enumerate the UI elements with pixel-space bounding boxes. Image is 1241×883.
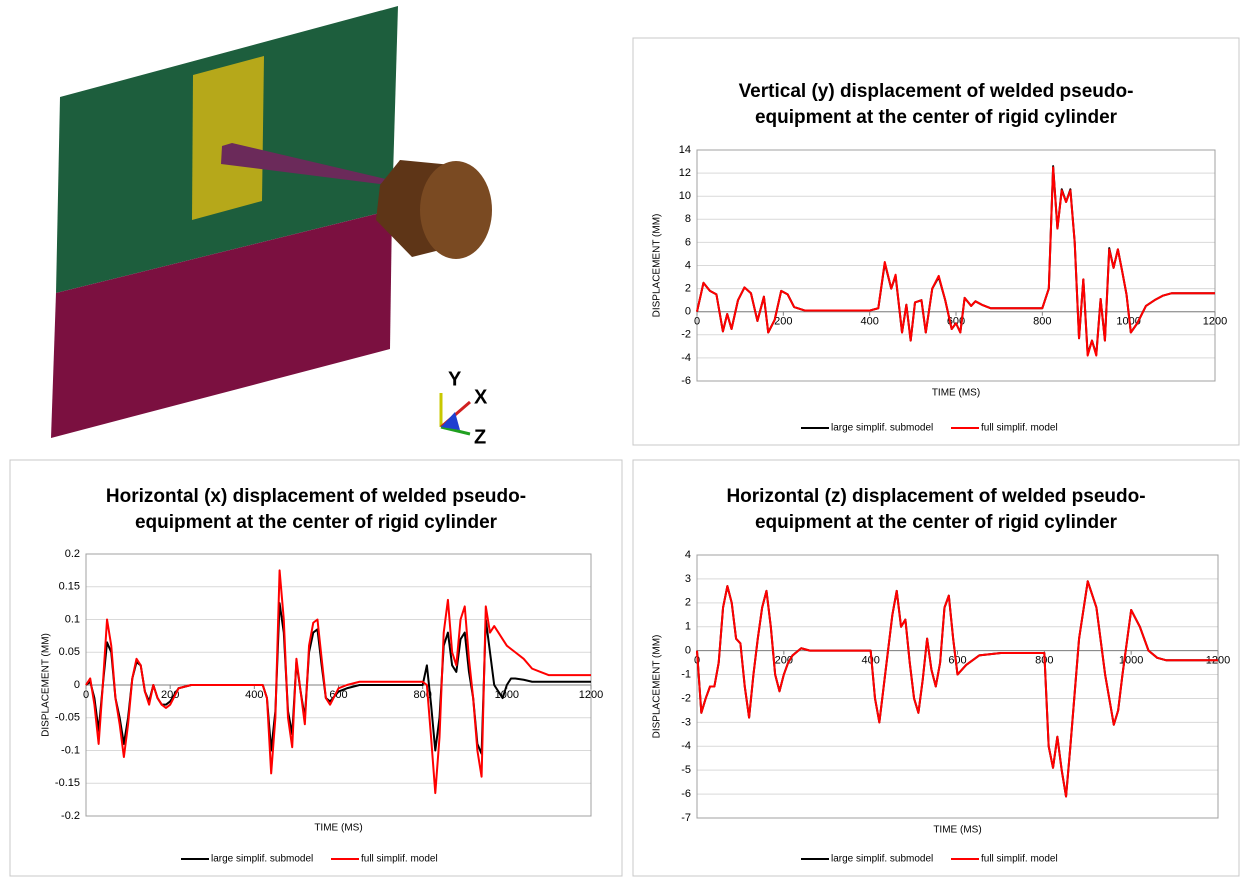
- y-tick-label: -7: [681, 812, 691, 824]
- x-axis-title: TIME (MS): [932, 388, 980, 399]
- y-axis-title: DISPLACEMENT (MM): [652, 214, 663, 318]
- y-tick-label: -6: [681, 375, 691, 387]
- y-tick-label: -2: [681, 329, 691, 341]
- legend-label: full simplif. model: [981, 854, 1058, 865]
- axis-label: Y: [448, 368, 462, 390]
- y-tick-label: 0: [685, 645, 691, 657]
- legend-label: large simplif. submodel: [831, 423, 933, 434]
- chart-title: equipment at the center of rigid cylinde…: [755, 107, 1118, 128]
- chart-title: Vertical (y) displacement of welded pseu…: [739, 81, 1134, 102]
- x-tick-label: 600: [948, 655, 966, 667]
- figure: Y X Z Vertical (y) displacement of welde…: [0, 0, 1241, 878]
- y-tick-label: 0.1: [65, 613, 80, 625]
- y-tick-label: -4: [681, 352, 691, 364]
- chart-title: Horizontal (z) displacement of welded ps…: [726, 486, 1145, 507]
- legend-label: full simplif. model: [981, 423, 1058, 434]
- chart-title: equipment at the center of rigid cylinde…: [755, 512, 1118, 533]
- chart-title: equipment at the center of rigid cylinde…: [135, 512, 498, 533]
- y-tick-label: 1: [685, 621, 691, 633]
- x-axis-title: TIME (MS): [314, 823, 362, 834]
- y-axis-title: DISPLACEMENT (MM): [652, 635, 663, 739]
- page: Y X Z Vertical (y) displacement of welde…: [0, 0, 1241, 883]
- y-tick-label: 8: [685, 213, 691, 225]
- y-tick-label: -0.15: [55, 777, 80, 789]
- y-tick-label: 10: [679, 190, 691, 202]
- y-tick-label: 12: [679, 167, 691, 179]
- axis-label: Z: [474, 426, 486, 448]
- x-tick-label: 400: [860, 316, 878, 328]
- y-tick-label: -5: [681, 764, 691, 776]
- y-tick-label: 4: [685, 259, 691, 271]
- y-tick-label: -0.2: [61, 810, 80, 822]
- y-tick-label: 0.15: [59, 581, 80, 593]
- y-tick-label: 3: [685, 573, 691, 585]
- y-tick-label: 2: [685, 597, 691, 609]
- y-tick-label: -4: [681, 740, 691, 752]
- y-tick-label: 0.2: [65, 548, 80, 560]
- legend-label: large simplif. submodel: [211, 854, 313, 865]
- y-tick-label: -6: [681, 788, 691, 800]
- x-tick-label: 0: [694, 316, 700, 328]
- legend-label: full simplif. model: [361, 854, 438, 865]
- x-axis-title: TIME (MS): [933, 825, 981, 836]
- x-tick-label: 1200: [1203, 316, 1227, 328]
- axis-label: X: [474, 386, 488, 408]
- x-tick-label: 400: [245, 689, 263, 701]
- y-tick-label: -2: [681, 692, 691, 704]
- y-tick-label: 0: [685, 306, 691, 318]
- y-tick-label: 6: [685, 236, 691, 248]
- model-render: Y X Z: [51, 6, 492, 448]
- x-tick-label: 1200: [579, 689, 603, 701]
- y-tick-label: -1: [681, 668, 691, 680]
- y-tick-label: 0: [74, 679, 80, 691]
- cylinder-face: [420, 161, 492, 259]
- x-tick-label: 1000: [1119, 655, 1143, 667]
- y-tick-label: 14: [679, 144, 691, 156]
- legend-label: large simplif. submodel: [831, 854, 933, 865]
- y-tick-label: -0.05: [55, 712, 80, 724]
- y-tick-label: 2: [685, 283, 691, 295]
- x-tick-label: 200: [774, 316, 792, 328]
- weld-patch: [192, 56, 264, 220]
- y-tick-label: -0.1: [61, 744, 80, 756]
- y-tick-label: 0.05: [59, 646, 80, 658]
- chart-title: Horizontal (x) displacement of welded ps…: [106, 486, 526, 507]
- y-axis-title: DISPLACEMENT (MM): [41, 633, 52, 737]
- x-tick-label: 800: [1033, 316, 1051, 328]
- x-tick-label: 0: [83, 689, 89, 701]
- y-tick-label: -3: [681, 716, 691, 728]
- y-tick-label: 4: [685, 549, 691, 561]
